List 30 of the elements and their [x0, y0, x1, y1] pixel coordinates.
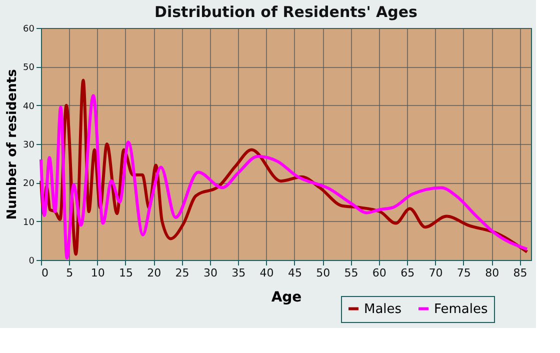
x-tick-label: 25: [175, 266, 190, 280]
x-tick-label: 40: [260, 266, 274, 280]
x-tick-label: 45: [288, 266, 302, 280]
x-tick-label: 20: [147, 266, 162, 280]
y-tick-label: 30: [23, 140, 35, 150]
x-tick-label: 85: [513, 266, 528, 280]
x-axis-title: Age: [271, 290, 302, 306]
x-tick-label: 0: [42, 266, 48, 280]
y-tick-label: 10: [23, 218, 35, 228]
x-tick-label: 10: [90, 266, 105, 280]
x-tick-label: 50: [316, 266, 330, 280]
y-tick-label: 0: [28, 256, 35, 266]
x-tick-label: 75: [456, 266, 471, 280]
legend-label: Females: [434, 302, 488, 317]
x-tick-label: 65: [400, 266, 415, 280]
y-tick-label: 20: [23, 179, 35, 190]
chart-title: Distribution of Residents' Ages: [154, 3, 418, 21]
x-tick-label: 80: [485, 266, 500, 280]
y-tick-label: 50: [23, 63, 35, 74]
x-tick-label: 5: [66, 266, 74, 280]
x-tick-label: 30: [203, 266, 218, 280]
y-tick-label: 60: [23, 24, 35, 34]
y-axis-title: Number of residents: [5, 68, 20, 220]
x-tick-label: 70: [428, 266, 443, 280]
x-tick-label: 55: [344, 266, 358, 280]
x-tick-label: 35: [232, 266, 246, 280]
x-tick-label: 15: [118, 266, 133, 280]
x-tick-label: 60: [372, 266, 386, 280]
y-tick-label: 40: [23, 102, 35, 112]
legend-label: Males: [364, 302, 402, 317]
